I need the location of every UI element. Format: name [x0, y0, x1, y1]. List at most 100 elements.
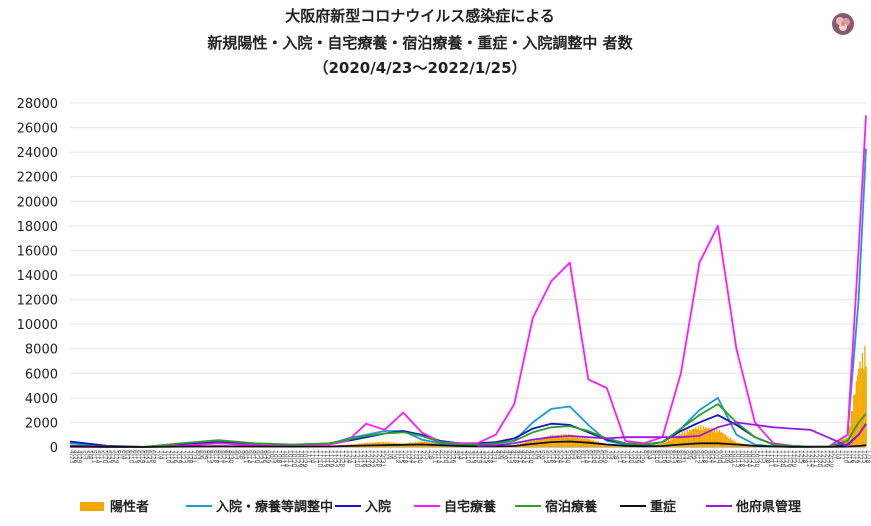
x-tick-label: 10/21 — [742, 450, 749, 467]
x-tick-label: 5/9 — [538, 450, 545, 460]
x-tick-label: 8/21 — [216, 450, 223, 464]
positive-bar — [685, 434, 687, 447]
x-tick-label: 11/13 — [320, 450, 327, 467]
positive-bar — [602, 443, 604, 447]
positive-bar — [856, 375, 859, 447]
positive-bar — [614, 445, 617, 447]
x-tick-label: 5/29 — [112, 450, 119, 464]
legend-label: 宿泊療養 — [545, 499, 597, 515]
positive-bar — [607, 444, 609, 447]
positive-bar — [686, 429, 688, 447]
x-tick-label: 12/14 — [808, 450, 815, 467]
positive-bar — [863, 369, 865, 447]
positive-bar — [554, 434, 556, 447]
x-tick-label: 12/13 — [357, 450, 364, 467]
x-tick-label: 5/3 — [531, 450, 538, 460]
positive-bar — [861, 352, 864, 447]
x-tick-label: 1/15 — [398, 450, 405, 464]
x-tick-label: 4/15 — [509, 450, 516, 464]
x-tick-label: 11/22 — [331, 450, 338, 467]
x-tick-label: 11/10 — [316, 450, 323, 467]
x-axis: 4/234/264/295/25/55/85/115/145/175/205/2… — [68, 450, 871, 467]
chart-title-line-2: 新規陽性・入院・自宅療養・宿泊療養・重症・入院調整中 者数 — [207, 34, 633, 52]
x-tick-label: 8/18 — [212, 450, 219, 464]
x-tick-label: 12/26 — [823, 450, 830, 467]
legend-label: 入院 — [365, 499, 391, 515]
x-tick-label: 12/11 — [805, 450, 812, 467]
positive-bar — [727, 435, 729, 447]
x-tick-label: 3/28 — [486, 450, 493, 464]
x-tick-label: 2/5 — [423, 450, 430, 460]
series-line-宿泊療養 — [69, 403, 867, 448]
x-tick-label: 11/20 — [779, 450, 786, 467]
x-tick-label: 9/20 — [253, 450, 260, 464]
positive-bar — [713, 427, 716, 447]
positive-bar — [684, 430, 686, 447]
positive-bar — [718, 429, 720, 447]
legend-label: 陽性者 — [110, 499, 149, 515]
x-tick-label: 4/23 — [68, 450, 75, 464]
x-tick-label: 1/9 — [390, 450, 397, 460]
x-tick-label: 12/25 — [372, 450, 379, 467]
positive-bar — [676, 435, 678, 447]
positive-bar — [716, 428, 718, 447]
positive-bar — [674, 437, 676, 447]
positive-bar — [547, 435, 549, 447]
positive-bar — [596, 442, 598, 447]
positive-bar — [693, 429, 696, 447]
x-tick-label: 10/24 — [746, 450, 753, 467]
x-tick-label: 7/8 — [612, 450, 619, 460]
x-tick-label: 8/13 — [657, 450, 664, 464]
positive-bar — [560, 434, 562, 447]
x-tick-label: 9/24 — [709, 450, 716, 464]
positive-bar — [855, 380, 857, 447]
x-tick-label: 1/22 — [857, 450, 864, 464]
x-tick-label: 6/1 — [116, 450, 123, 460]
x-tick-label: 9/3 — [683, 450, 690, 460]
x-tick-label: 10/11 — [279, 450, 286, 467]
x-tick-label: 8/25 — [671, 450, 678, 464]
x-tick-label: 1/7 — [838, 450, 845, 460]
positive-bar — [708, 427, 711, 447]
y-tick-label: 18000 — [17, 220, 58, 235]
positive-bar — [382, 441, 385, 447]
x-tick-label: 2/26 — [449, 450, 456, 464]
x-tick-label: 2/20 — [442, 450, 449, 464]
x-tick-label: 2/23 — [446, 450, 453, 464]
x-tick-label: 7/7 — [161, 450, 168, 460]
positive-bar — [717, 431, 719, 447]
x-tick-label: 7/20 — [627, 450, 634, 464]
x-tick-label: 1/4 — [834, 450, 841, 460]
x-tick-label: 3/31 — [490, 450, 497, 464]
positive-bar — [858, 368, 860, 447]
x-tick-label: 9/27 — [712, 450, 719, 464]
positive-bar — [668, 439, 670, 447]
x-tick-label: 6/20 — [590, 450, 597, 464]
x-tick-label: 1/1 — [831, 450, 838, 460]
positive-bar — [698, 429, 701, 447]
positive-bar — [675, 435, 677, 447]
chart-title-line-3: （2020/4/23～2022/1/25） — [313, 59, 526, 77]
positive-bar — [680, 434, 682, 447]
x-tick-label: 4/29 — [75, 450, 82, 464]
x-tick-label: 3/4 — [457, 450, 464, 460]
x-tick-label: 9/18 — [701, 450, 708, 464]
x-tick-label: 10/3 — [720, 450, 727, 464]
y-tick-label: 12000 — [17, 294, 58, 309]
positive-bar — [850, 411, 852, 447]
legend-label: 重症 — [650, 499, 676, 515]
series-line-入院・療養等調整中 — [69, 148, 867, 448]
x-tick-label: 11/4 — [309, 450, 316, 464]
positive-bar — [610, 444, 612, 447]
x-tick-label: 7/28 — [186, 450, 193, 464]
x-tick-label: 5/5 — [83, 450, 90, 460]
x-tick-label: 4/12 — [505, 450, 512, 464]
positive-bar — [665, 441, 667, 447]
x-tick-label: 3/7 — [460, 450, 467, 460]
x-tick-label: 6/28 — [149, 450, 156, 464]
y-tick-label: 22000 — [17, 171, 58, 186]
y-tick-label: 10000 — [17, 318, 58, 333]
positive-bar — [671, 439, 674, 447]
x-tick-label: 1/24 — [409, 450, 416, 464]
